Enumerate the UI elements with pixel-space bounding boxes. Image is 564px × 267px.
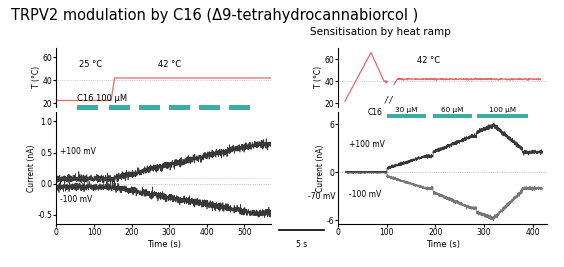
- Text: TRPV2 modulation by C16 (Δ9-tetrahydrocannabiorcol ): TRPV2 modulation by C16 (Δ9-tetrahydroca…: [11, 8, 418, 23]
- Text: 100 μM: 100 μM: [488, 107, 515, 113]
- Text: +100 mV: +100 mV: [349, 140, 385, 149]
- Text: 25 °C: 25 °C: [79, 60, 102, 69]
- Text: 30 μM: 30 μM: [395, 107, 417, 113]
- Text: 60 μM: 60 μM: [441, 107, 464, 113]
- Bar: [139, 105, 160, 110]
- Bar: [433, 114, 472, 118]
- Bar: [199, 105, 220, 110]
- Text: / /: / /: [385, 96, 393, 105]
- Bar: [169, 105, 190, 110]
- Y-axis label: T (°C): T (°C): [314, 66, 323, 88]
- Bar: [387, 114, 426, 118]
- Text: -100 mV: -100 mV: [60, 195, 92, 204]
- Text: -100 mV: -100 mV: [349, 190, 381, 199]
- Text: +100 mV: +100 mV: [60, 147, 96, 156]
- Text: Sensitisation by heat ramp: Sensitisation by heat ramp: [310, 27, 451, 37]
- Text: 42 °C: 42 °C: [158, 60, 181, 69]
- X-axis label: Time (s): Time (s): [147, 240, 180, 249]
- Text: C16: C16: [368, 108, 382, 116]
- Y-axis label: Current (nA): Current (nA): [316, 144, 325, 192]
- Text: C16 100 μM: C16 100 μM: [77, 94, 127, 103]
- Bar: [477, 114, 528, 118]
- Text: 5 s: 5 s: [296, 240, 307, 249]
- X-axis label: Time (s): Time (s): [426, 240, 460, 249]
- Y-axis label: T (°C): T (°C): [32, 66, 41, 88]
- Bar: [77, 105, 98, 110]
- Text: 42 °C: 42 °C: [417, 56, 440, 65]
- Y-axis label: Current (nA): Current (nA): [27, 144, 36, 192]
- Bar: [109, 105, 130, 110]
- Text: -70 mV: -70 mV: [309, 192, 336, 201]
- Bar: [230, 105, 250, 110]
